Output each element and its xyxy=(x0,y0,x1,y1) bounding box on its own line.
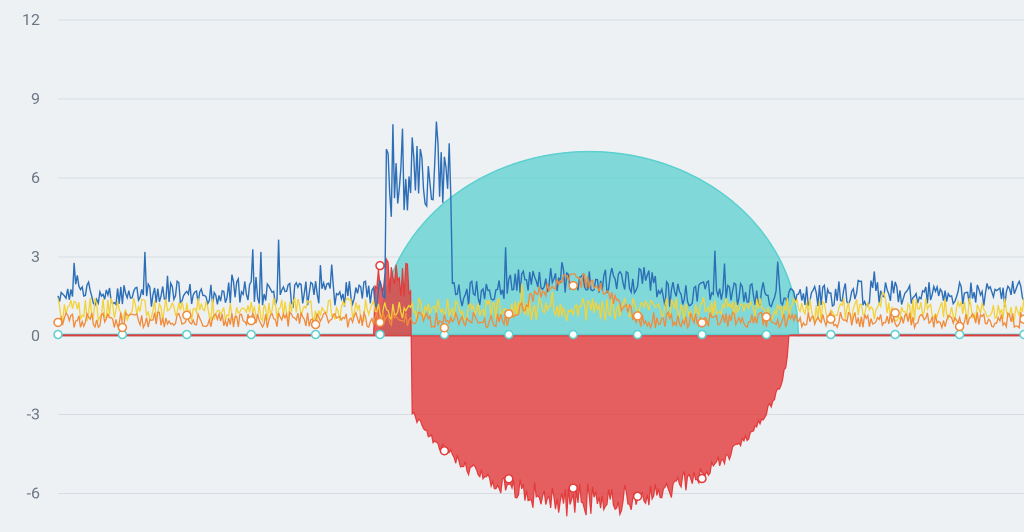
marker-teal xyxy=(247,331,255,339)
marker-red xyxy=(440,447,448,455)
marker-red xyxy=(376,262,384,270)
marker-teal xyxy=(312,331,320,339)
marker-red xyxy=(505,475,513,483)
marker-teal xyxy=(891,331,899,339)
marker-orange xyxy=(634,312,642,320)
marker-red xyxy=(698,475,706,483)
marker-orange xyxy=(312,321,320,329)
marker-teal xyxy=(956,331,964,339)
y-tick-label: 12 xyxy=(22,10,40,29)
marker-orange xyxy=(54,318,62,326)
marker-orange xyxy=(891,309,899,317)
marker-teal xyxy=(569,331,577,339)
marker-red xyxy=(569,484,577,492)
marker-teal xyxy=(698,331,706,339)
marker-teal xyxy=(827,331,835,339)
marker-orange xyxy=(183,311,191,319)
marker-orange xyxy=(569,282,577,290)
marker-teal xyxy=(505,331,513,339)
marker-orange xyxy=(1020,315,1024,323)
timeseries-chart: -6 -3 0 3 6 9 12 xyxy=(0,0,1024,532)
marker-orange xyxy=(440,324,448,332)
marker-orange xyxy=(376,318,384,326)
marker-orange xyxy=(762,313,770,321)
marker-teal xyxy=(1020,331,1024,339)
marker-teal xyxy=(54,331,62,339)
y-tick-label: 9 xyxy=(31,89,40,108)
marker-orange xyxy=(698,319,706,327)
chart-svg: -6 -3 0 3 6 9 12 xyxy=(0,0,1024,532)
marker-orange xyxy=(247,317,255,325)
marker-red xyxy=(634,492,642,500)
y-tick-label: 6 xyxy=(31,168,40,187)
y-tick-label: 3 xyxy=(31,247,40,266)
marker-teal xyxy=(634,331,642,339)
marker-orange xyxy=(956,323,964,331)
marker-orange xyxy=(505,310,513,318)
marker-teal xyxy=(376,331,384,339)
y-tick-label: -6 xyxy=(27,484,40,503)
y-tick-label: 0 xyxy=(31,326,40,345)
y-tick-label: -3 xyxy=(27,405,40,424)
marker-orange xyxy=(827,315,835,323)
marker-teal xyxy=(762,331,770,339)
marker-teal xyxy=(183,331,191,339)
marker-orange xyxy=(118,324,126,332)
